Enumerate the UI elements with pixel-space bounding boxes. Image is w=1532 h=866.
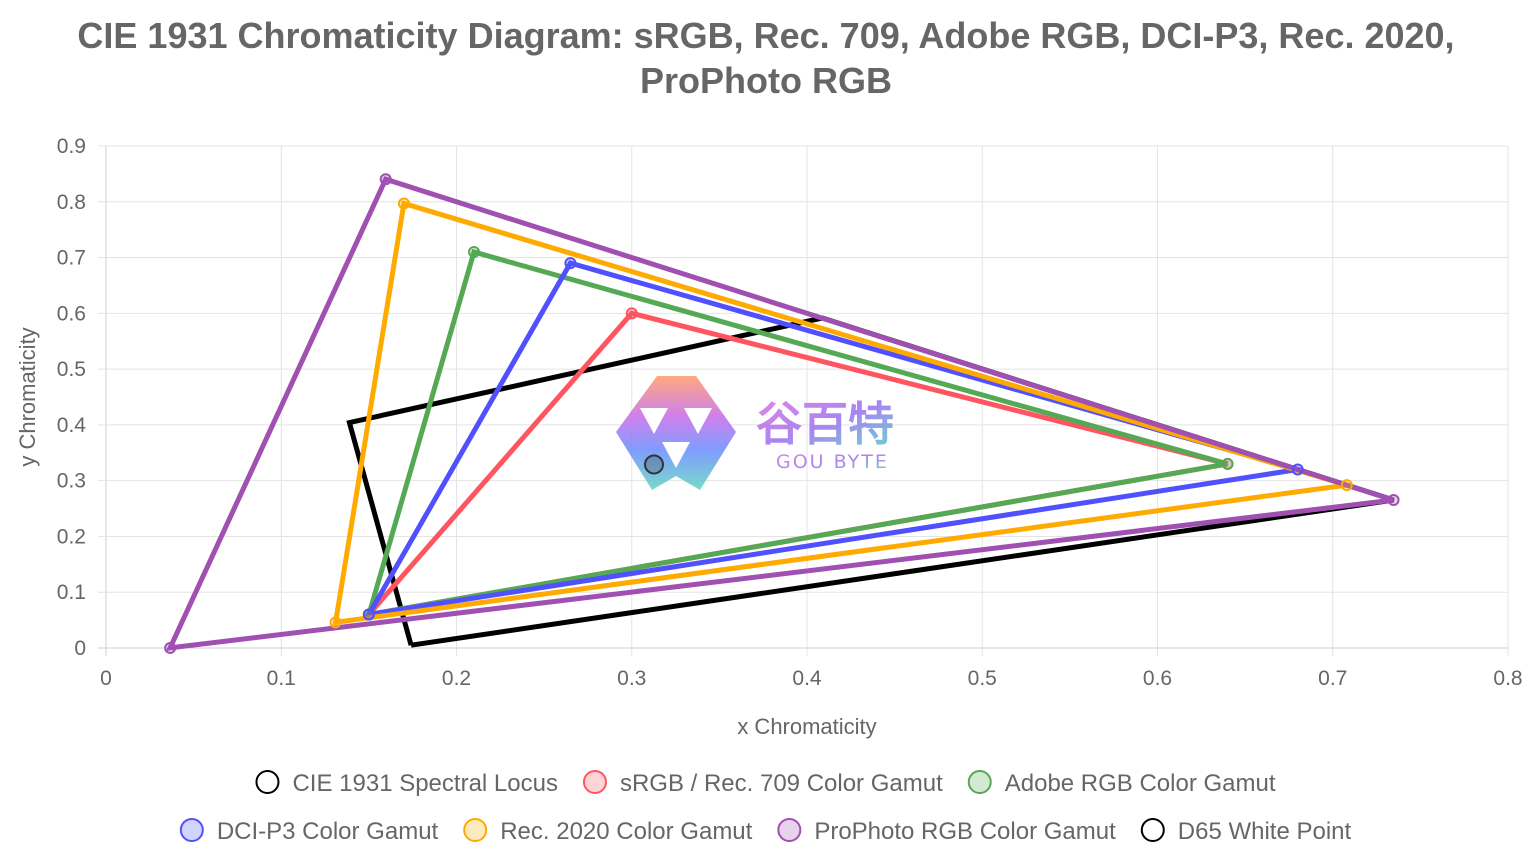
data-point-dci-p3-color-gamut xyxy=(362,608,375,621)
data-point-srgb-rec-709-color-gamut xyxy=(625,307,638,320)
data-point-rec-2020-color-gamut xyxy=(1340,479,1353,492)
y-tick-label: 0.2 xyxy=(57,525,86,548)
y-tick-label: 0.5 xyxy=(57,358,86,381)
y-tick-label: 0.1 xyxy=(57,581,86,604)
grid xyxy=(98,145,1509,656)
y-axis-ticks: 0 0.1 0.2 0.3 0.4 0.5 0.6 0.7 0.8 0.9 xyxy=(57,135,87,660)
data-point-rec-2020-color-gamut xyxy=(329,616,342,629)
legend-marker xyxy=(582,770,607,794)
data-point-prophoto-rgb-color-gamut xyxy=(379,173,392,186)
series-line-prophoto-rgb-color-gamut xyxy=(165,176,1395,651)
y-axis-label: y Chromaticity xyxy=(15,327,40,466)
legend: CIE 1931 Spectral Locus sRGB / Rec. 709 C… xyxy=(179,770,1352,845)
legend-label[interactable]: ProPhoto RGB Color Gamut xyxy=(814,818,1116,845)
series-line-dci-p3-color-gamut xyxy=(364,260,1299,618)
data-point-adobe-rgb-color-gamut xyxy=(1221,457,1234,470)
y-tick-label: 0.9 xyxy=(57,135,86,158)
x-tick-label: 0.5 xyxy=(968,667,997,690)
series-line-rec-2020-color-gamut xyxy=(332,200,1348,626)
chart-title-line-1: CIE 1931 Chromaticity Diagram: sRGB, Rec… xyxy=(77,15,1454,56)
legend-label[interactable]: sRGB / Rec. 709 Color Gamut xyxy=(620,770,943,797)
data-point-prophoto-rgb-color-gamut xyxy=(1387,494,1400,507)
data-point-dci-p3-color-gamut xyxy=(1291,463,1304,476)
y-tick-label: 0.8 xyxy=(57,191,86,214)
legend-label[interactable]: DCI-P3 Color Gamut xyxy=(217,818,439,845)
series-lines xyxy=(165,176,1395,651)
chart-title-line-2: ProPhoto RGB xyxy=(640,60,892,101)
legend-marker xyxy=(1140,818,1165,842)
legend-marker xyxy=(255,770,280,794)
legend-marker xyxy=(967,770,992,794)
legend-marker xyxy=(777,818,802,842)
x-axis-ticks: 0 0.1 0.2 0.3 0.4 0.5 0.6 0.7 0.8 xyxy=(100,667,1522,690)
watermark-mark-icon xyxy=(616,376,736,490)
x-tick-label: 0 xyxy=(100,667,112,690)
y-tick-label: 0 xyxy=(74,637,86,660)
data-point-rec-2020-color-gamut xyxy=(397,197,410,210)
y-tick-label: 0.4 xyxy=(57,414,87,437)
data-point-prophoto-rgb-color-gamut xyxy=(164,641,177,654)
x-tick-label: 0.4 xyxy=(792,667,822,690)
x-tick-label: 0.2 xyxy=(442,667,471,690)
y-tick-label: 0.7 xyxy=(57,247,86,270)
series-line-cie-1931-spectral-locus xyxy=(346,315,1395,648)
legend-marker xyxy=(463,818,488,842)
legend-label[interactable]: Rec. 2020 Color Gamut xyxy=(500,818,752,845)
x-tick-label: 0.7 xyxy=(1318,667,1347,690)
x-tick-label: 0.8 xyxy=(1493,667,1522,690)
legend-label[interactable]: CIE 1931 Spectral Locus xyxy=(292,770,558,797)
x-tick-label: 0.1 xyxy=(267,667,296,690)
x-axis-label: x Chromaticity xyxy=(737,714,876,739)
legend-label[interactable]: Adobe RGB Color Gamut xyxy=(1005,770,1276,797)
data-point-dci-p3-color-gamut xyxy=(564,257,577,270)
watermark-english-text: GOU BYTE xyxy=(776,451,889,473)
x-tick-label: 0.6 xyxy=(1143,667,1172,690)
y-tick-label: 0.3 xyxy=(57,470,86,493)
legend-marker xyxy=(179,818,204,842)
legend-label[interactable]: D65 White Point xyxy=(1178,818,1352,845)
data-point-adobe-rgb-color-gamut xyxy=(468,245,481,258)
x-tick-label: 0.3 xyxy=(617,667,646,690)
series-points xyxy=(164,173,1400,654)
data-point-d65-white-point xyxy=(644,454,665,475)
y-tick-label: 0.6 xyxy=(57,302,86,325)
watermark-chinese-text: 谷百特 xyxy=(756,397,894,451)
series-line-adobe-rgb-color-gamut xyxy=(365,248,1229,618)
